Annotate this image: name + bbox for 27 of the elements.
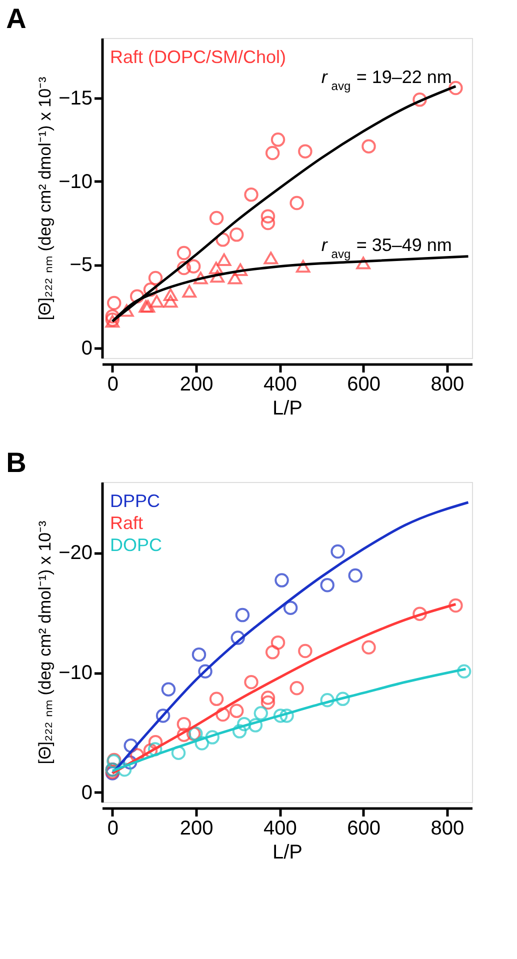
x-tick-label: 200	[180, 818, 214, 840]
x-tick-label: 0	[107, 374, 119, 396]
x-tick-label: 400	[263, 374, 297, 396]
x-tick-label: 0	[107, 818, 119, 840]
text: Raft	[110, 513, 144, 533]
y-axis-title: [Θ]₂₂₂ ₙₘ (deg cm² dmol⁻¹) x 10⁻³	[36, 76, 55, 320]
x-tick-label: 400	[263, 818, 297, 840]
y-tick-label: −10	[58, 662, 92, 684]
text: DOPC	[110, 535, 162, 555]
chart-title: A	[6, 3, 26, 34]
chart-title: B	[6, 447, 26, 478]
x-axis-title: L/P	[272, 842, 303, 864]
text: Raft (DOPC/SM/Chol)	[110, 47, 286, 67]
y-tick-label: −5	[70, 254, 92, 276]
x-tick-label: 200	[180, 374, 214, 396]
x-tick-label: 800	[430, 818, 464, 840]
x-tick-label: 600	[347, 818, 380, 840]
x-tick-label: 600	[347, 374, 380, 396]
y-axis-title: [Θ]₂₂₂ ₙₘ (deg cm² dmol⁻¹) x 10⁻³	[36, 520, 55, 764]
y-tick-label: 0	[81, 782, 92, 804]
y-tick-label: −20	[58, 542, 92, 564]
y-tick-label: 0	[81, 338, 92, 360]
y-tick-label: −10	[58, 170, 92, 193]
y-tick-label: −15	[58, 88, 92, 110]
x-tick-label: 800	[430, 374, 464, 396]
text: DPPC	[110, 491, 160, 511]
x-axis-title: L/P	[272, 398, 303, 420]
